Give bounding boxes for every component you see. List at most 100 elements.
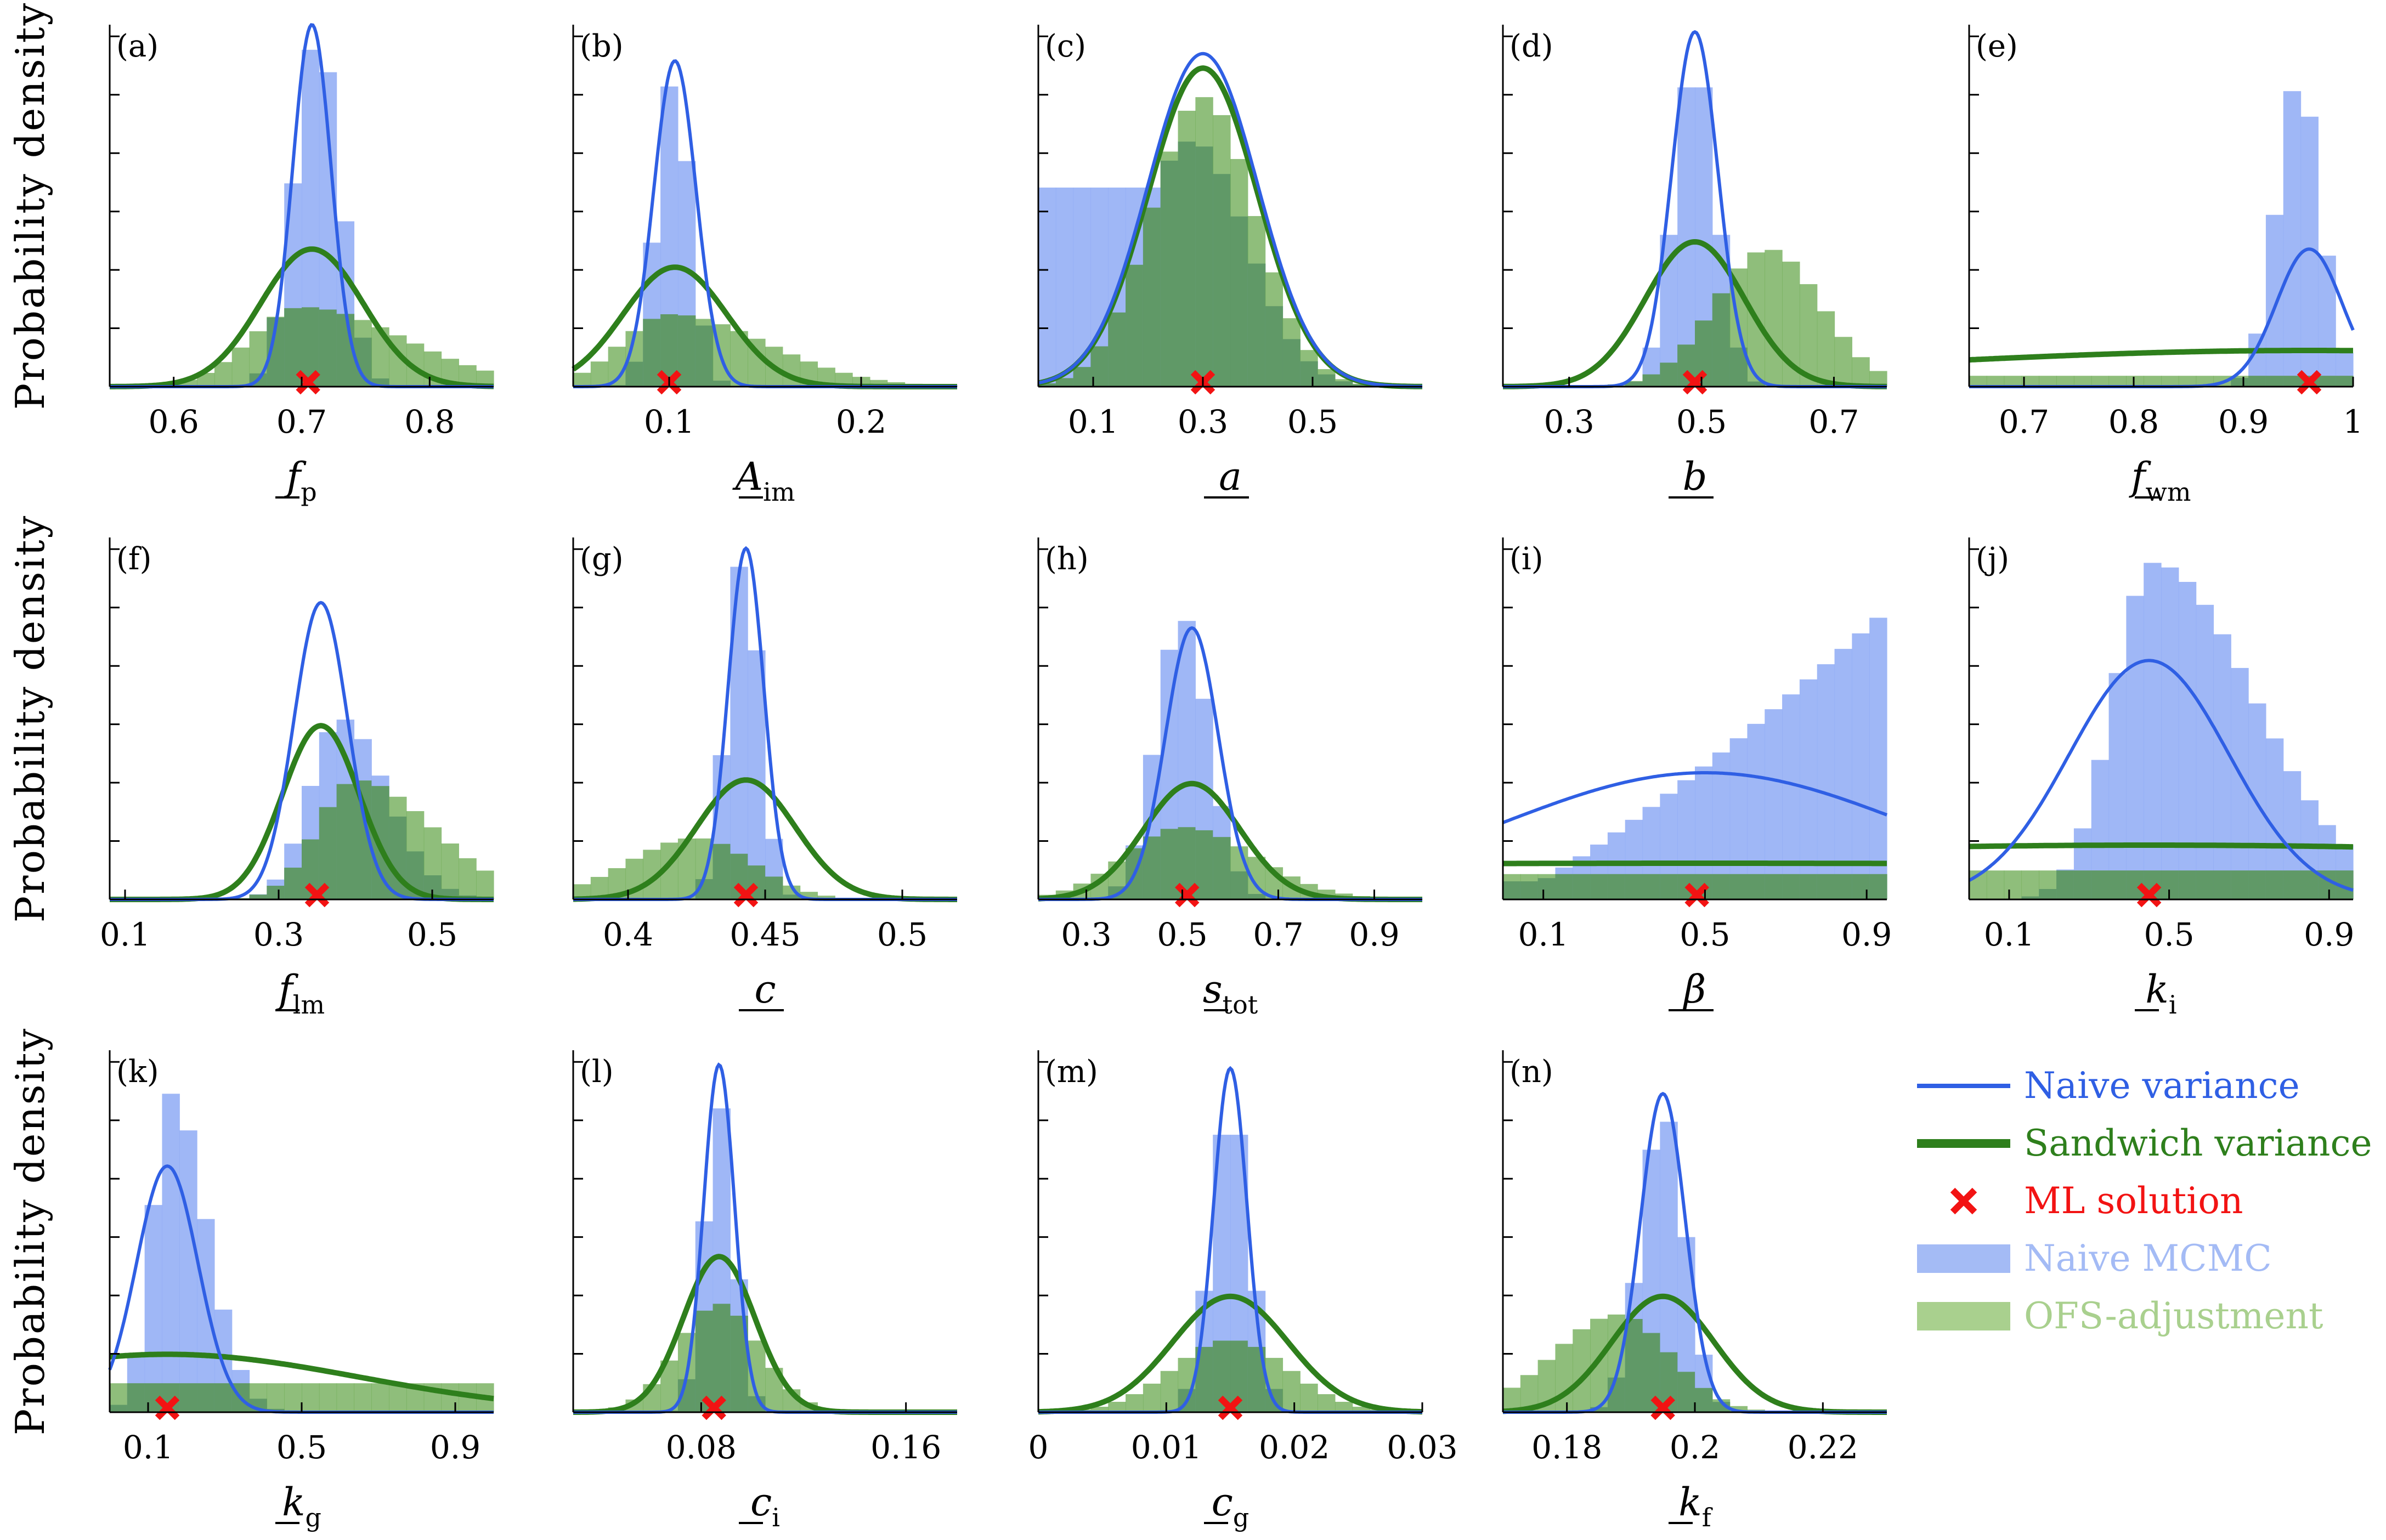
naive-mcmc-bar	[2161, 567, 2179, 899]
x-tick-label: 0.9	[1841, 916, 1892, 953]
naive-variance-curve	[1968, 659, 2354, 892]
x-tick-label: 0.8	[2108, 403, 2159, 440]
ofs-adjustment-bar	[1799, 284, 1818, 387]
overlap-bar	[1520, 881, 1539, 899]
ofs-adjustment-bar	[1765, 250, 1783, 387]
overlap-bar	[1747, 874, 1765, 899]
overlap-bar	[1555, 874, 1573, 899]
panel-label: (a)	[116, 29, 159, 64]
overlap-bar	[2231, 378, 2249, 387]
ofs-adjustment-bar	[1352, 1407, 1371, 1412]
x-tick-label: 0.1	[1068, 403, 1118, 440]
x-tick-label: 0.5	[1676, 403, 1727, 440]
naive-mcmc-bar	[1852, 633, 1870, 899]
overlap-bar	[1573, 874, 1591, 899]
legend-naive_hist-swatch	[1917, 1244, 2010, 1273]
overlap-bar	[1677, 1372, 1695, 1412]
overlap-bar	[1695, 1388, 1713, 1412]
overlap-bar	[2265, 870, 2284, 899]
ofs-adjustment-bar	[1852, 357, 1870, 387]
overlap-bar	[1160, 160, 1179, 387]
overlap-bar	[1590, 1407, 1608, 1412]
legend-label: Naive variance	[2024, 1065, 2300, 1107]
ofs-adjustment-bar	[2161, 376, 2179, 387]
legend-label: ML solution	[2024, 1180, 2243, 1222]
x-axis-label: ci	[750, 1480, 780, 1532]
overlap-bar	[2300, 870, 2319, 899]
x-tick-label: 0.7	[1253, 916, 1303, 953]
chart-panel-k: 0.1 0.5 0.9 (k) kg	[108, 1050, 494, 1532]
x-axis-label: cg	[1212, 1480, 1249, 1532]
panel-label: (e)	[1976, 29, 2018, 64]
overlap-bar	[1160, 829, 1179, 899]
overlap-bar	[1590, 874, 1608, 899]
x-tick-label: 0.4	[603, 916, 653, 953]
x-axis-label: stot	[1203, 967, 1258, 1020]
x-tick-label: 0.7	[276, 403, 327, 440]
x-tick-label: 0.1	[1518, 916, 1569, 953]
overlap-bar	[1537, 878, 1556, 899]
panel-label: (m)	[1045, 1054, 1098, 1090]
panel-label: (n)	[1509, 1054, 1553, 1090]
chart-panel-g: 0.4 0.45 0.5 (g) c	[572, 537, 958, 1012]
naive-mcmc-bar	[2265, 214, 2284, 387]
ofs-adjustment-bar	[389, 1383, 407, 1412]
sandwich-variance-curve	[1969, 842, 2354, 850]
overlap-bar	[1765, 874, 1783, 899]
overlap-bar	[1817, 874, 1835, 899]
panel-label: (j)	[1976, 541, 2009, 577]
overlap-bar	[389, 816, 407, 899]
overlap-bar	[336, 784, 355, 899]
ml-solution-marker	[702, 1395, 726, 1420]
x-tick-label: 0.18	[1531, 1429, 1602, 1466]
panel-label: (b)	[580, 29, 624, 64]
overlap-bar	[1869, 874, 1887, 899]
ml-solution-marker	[296, 370, 320, 395]
overlap-bar	[1143, 836, 1161, 899]
chart-panel-e: 0.7 0.8 0.9 1 (e) fwm	[1968, 25, 2363, 507]
naive-mcmc-bar	[2144, 563, 2162, 899]
overlap-bar	[284, 868, 302, 899]
overlap-bar	[1126, 264, 1144, 387]
naive-mcmc-bar	[197, 1219, 215, 1412]
sandwich-variance-curve	[109, 1351, 494, 1402]
ml-solution-marker	[1684, 882, 1709, 908]
overlap-bar	[1178, 141, 1196, 387]
overlap-bar	[1230, 871, 1248, 899]
x-tick-label: 0.9	[1349, 916, 1399, 953]
x-tick-label: 0.3	[253, 916, 304, 953]
overlap-bar	[1265, 306, 1284, 387]
overlap-bar	[2283, 376, 2302, 387]
ofs-adjustment-bar	[590, 361, 609, 387]
x-tick-label: 0.1	[644, 403, 694, 440]
naive-mcmc-bar	[2318, 256, 2336, 387]
x-tick-label: 0.7	[1808, 403, 1859, 440]
ofs-adjustment-bar	[2039, 376, 2057, 387]
sandwich-variance-curve	[1503, 860, 1887, 867]
ofs-adjustment-bar	[2056, 376, 2074, 387]
ofs-adjustment-bar	[319, 1383, 337, 1412]
overlap-bar	[1799, 874, 1818, 899]
panel-label: (c)	[1045, 29, 1086, 64]
overlap-bar	[2213, 870, 2231, 899]
x-tick-label: 0.2	[1670, 1429, 1720, 1466]
overlap-bar	[713, 1304, 731, 1412]
ofs-adjustment-bar	[2108, 376, 2127, 387]
overlap-bar	[1247, 894, 1266, 899]
naive-mcmc-bar	[2283, 91, 2302, 387]
y-axis-label: Probability density	[7, 514, 53, 923]
x-tick-label: 0.5	[2144, 916, 2194, 953]
x-tick-label: 0	[1028, 1429, 1049, 1466]
overlap-bar	[1607, 874, 1626, 899]
ofs-adjustment-bar	[2073, 376, 2092, 387]
sandwich-variance-curve	[1969, 348, 2353, 363]
naive-mcmc-bar	[1817, 664, 1835, 899]
legend-label: Naive MCMC	[2024, 1237, 2272, 1279]
overlap-bar	[2021, 896, 2039, 899]
x-tick-label: 0.3	[1544, 403, 1595, 440]
naive-mcmc-bar	[748, 650, 766, 899]
overlap-bar	[179, 1383, 197, 1412]
naive-mcmc-bar	[2196, 604, 2214, 899]
overlap-bar	[267, 886, 285, 899]
chart-panel-a: 0.6 0.7 0.8 (a) fp	[109, 23, 494, 507]
